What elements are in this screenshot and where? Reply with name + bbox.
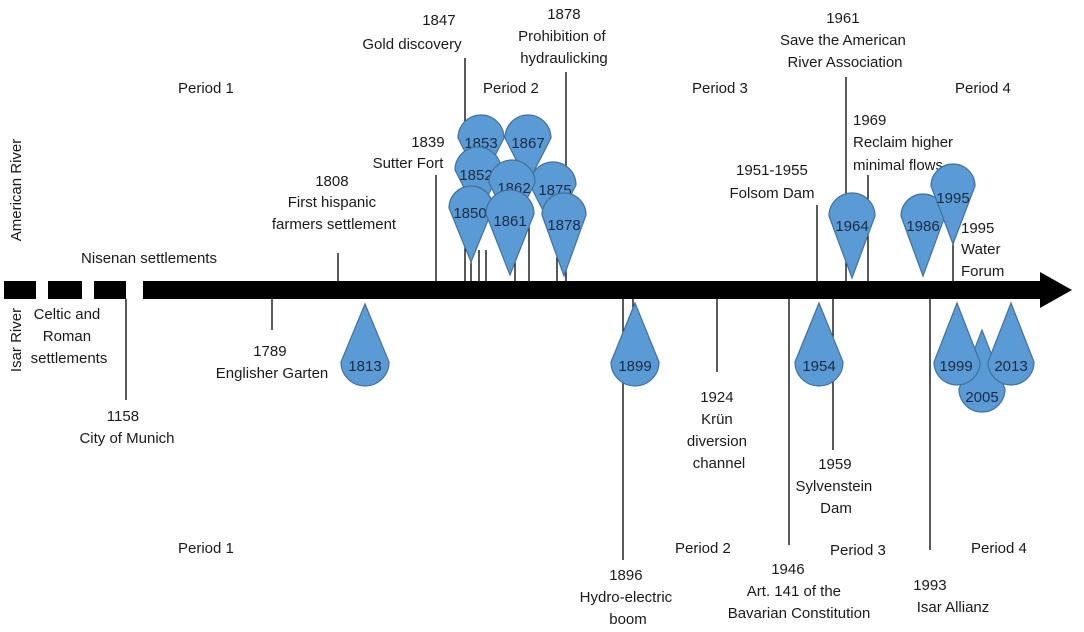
drop-marker: 1964: [828, 192, 876, 280]
period-label-isar-2: Period 2: [675, 540, 731, 557]
event-isar-1789: 1789 Englisher Garten: [216, 343, 329, 382]
axis-dash-1: [4, 281, 36, 299]
event-isar-1946: 1946 Art. 141 of the Bavarian Constituti…: [728, 561, 871, 622]
drop-marker: 1999: [933, 301, 981, 386]
svg-text:1999: 1999: [939, 358, 972, 375]
drop-marker: 1899: [610, 301, 660, 387]
event-american-1995: 1995 Water Forum: [961, 220, 1005, 280]
period-label-american-4: Period 4: [955, 80, 1011, 97]
svg-text:2005: 2005: [965, 389, 998, 406]
event-isar-1924: 1924 Krün diversion channel: [687, 389, 751, 472]
event-isar-1959: 1959 Sylvenstein Dam: [796, 456, 877, 517]
axis-dash-3: [94, 281, 126, 299]
event-american-1808: 1808 First hispanic farmers settlement: [272, 173, 397, 233]
svg-text:1986: 1986: [906, 218, 939, 235]
event-isar-celtic: Celtic and Roman settlements: [31, 306, 108, 367]
drop-marker: 2013: [987, 301, 1035, 386]
period-label-american-2: Period 2: [483, 80, 539, 97]
event-isar-1896: 1896 Hydro-electric boom: [580, 567, 677, 628]
period-label-isar-3: Period 3: [830, 542, 886, 559]
event-american-1839: 1839 Sutter Fort: [373, 134, 449, 172]
svg-text:1878: 1878: [547, 217, 580, 234]
svg-text:1995: 1995: [936, 190, 969, 207]
timeline-axis: [4, 272, 1072, 308]
american-river-label: American River: [8, 139, 25, 242]
drop-marker: 1813: [340, 302, 390, 387]
event-american-1969: 1969 Reclaim higher minimal flows: [853, 112, 957, 174]
svg-text:1964: 1964: [835, 218, 868, 235]
isar-river-label: Isar River: [8, 308, 25, 372]
drop-marker: 1861: [485, 189, 535, 277]
event-isar-1158: 1158 City of Munich: [79, 408, 174, 447]
svg-text:2013: 2013: [994, 358, 1027, 375]
event-isar-1993: 1993 Isar Allianz: [913, 577, 989, 616]
event-american-1878: 1878 Prohibition of hydraulicking: [518, 6, 610, 67]
svg-text:1852: 1852: [459, 167, 492, 184]
axis-dash-2: [48, 281, 82, 299]
drop-marker: 1995: [930, 163, 976, 246]
period-label-isar-1: Period 1: [178, 540, 234, 557]
period-label-american-3: Period 3: [692, 80, 748, 97]
svg-text:1954: 1954: [802, 358, 835, 375]
axis-bar: [143, 281, 1041, 299]
axis-arrow-head: [1040, 272, 1072, 308]
event-american-1951: 1951-1955 Folsom Dam: [729, 162, 814, 202]
drop-marker: 1954: [794, 301, 844, 387]
drop-marker: 1852: [454, 146, 502, 217]
drop-marker: 1986: [900, 193, 946, 278]
svg-text:1899: 1899: [618, 358, 651, 375]
svg-text:1850: 1850: [453, 205, 486, 222]
event-american-1847: 1847 Gold discovery: [362, 12, 462, 53]
svg-text:1867: 1867: [511, 135, 544, 152]
period-label-isar-4: Period 4: [971, 540, 1027, 557]
event-american-1961: 1961 Save the American River Association: [780, 10, 910, 71]
svg-text:1813: 1813: [348, 358, 381, 375]
isar-drops: 1813 1899 1954 2005 1999 2013: [340, 301, 1035, 413]
drop-marker: 2005: [958, 328, 1006, 413]
event-american-nisenan: Nisenan settlements: [81, 250, 217, 267]
american-drops: 1853 1867 1852 1875 1862 1850 1861 1878: [448, 114, 976, 280]
svg-text:1861: 1861: [493, 213, 526, 230]
period-label-american-1: Period 1: [178, 80, 234, 97]
drop-marker: 1878: [541, 192, 587, 278]
drop-marker: 1867: [504, 114, 552, 185]
